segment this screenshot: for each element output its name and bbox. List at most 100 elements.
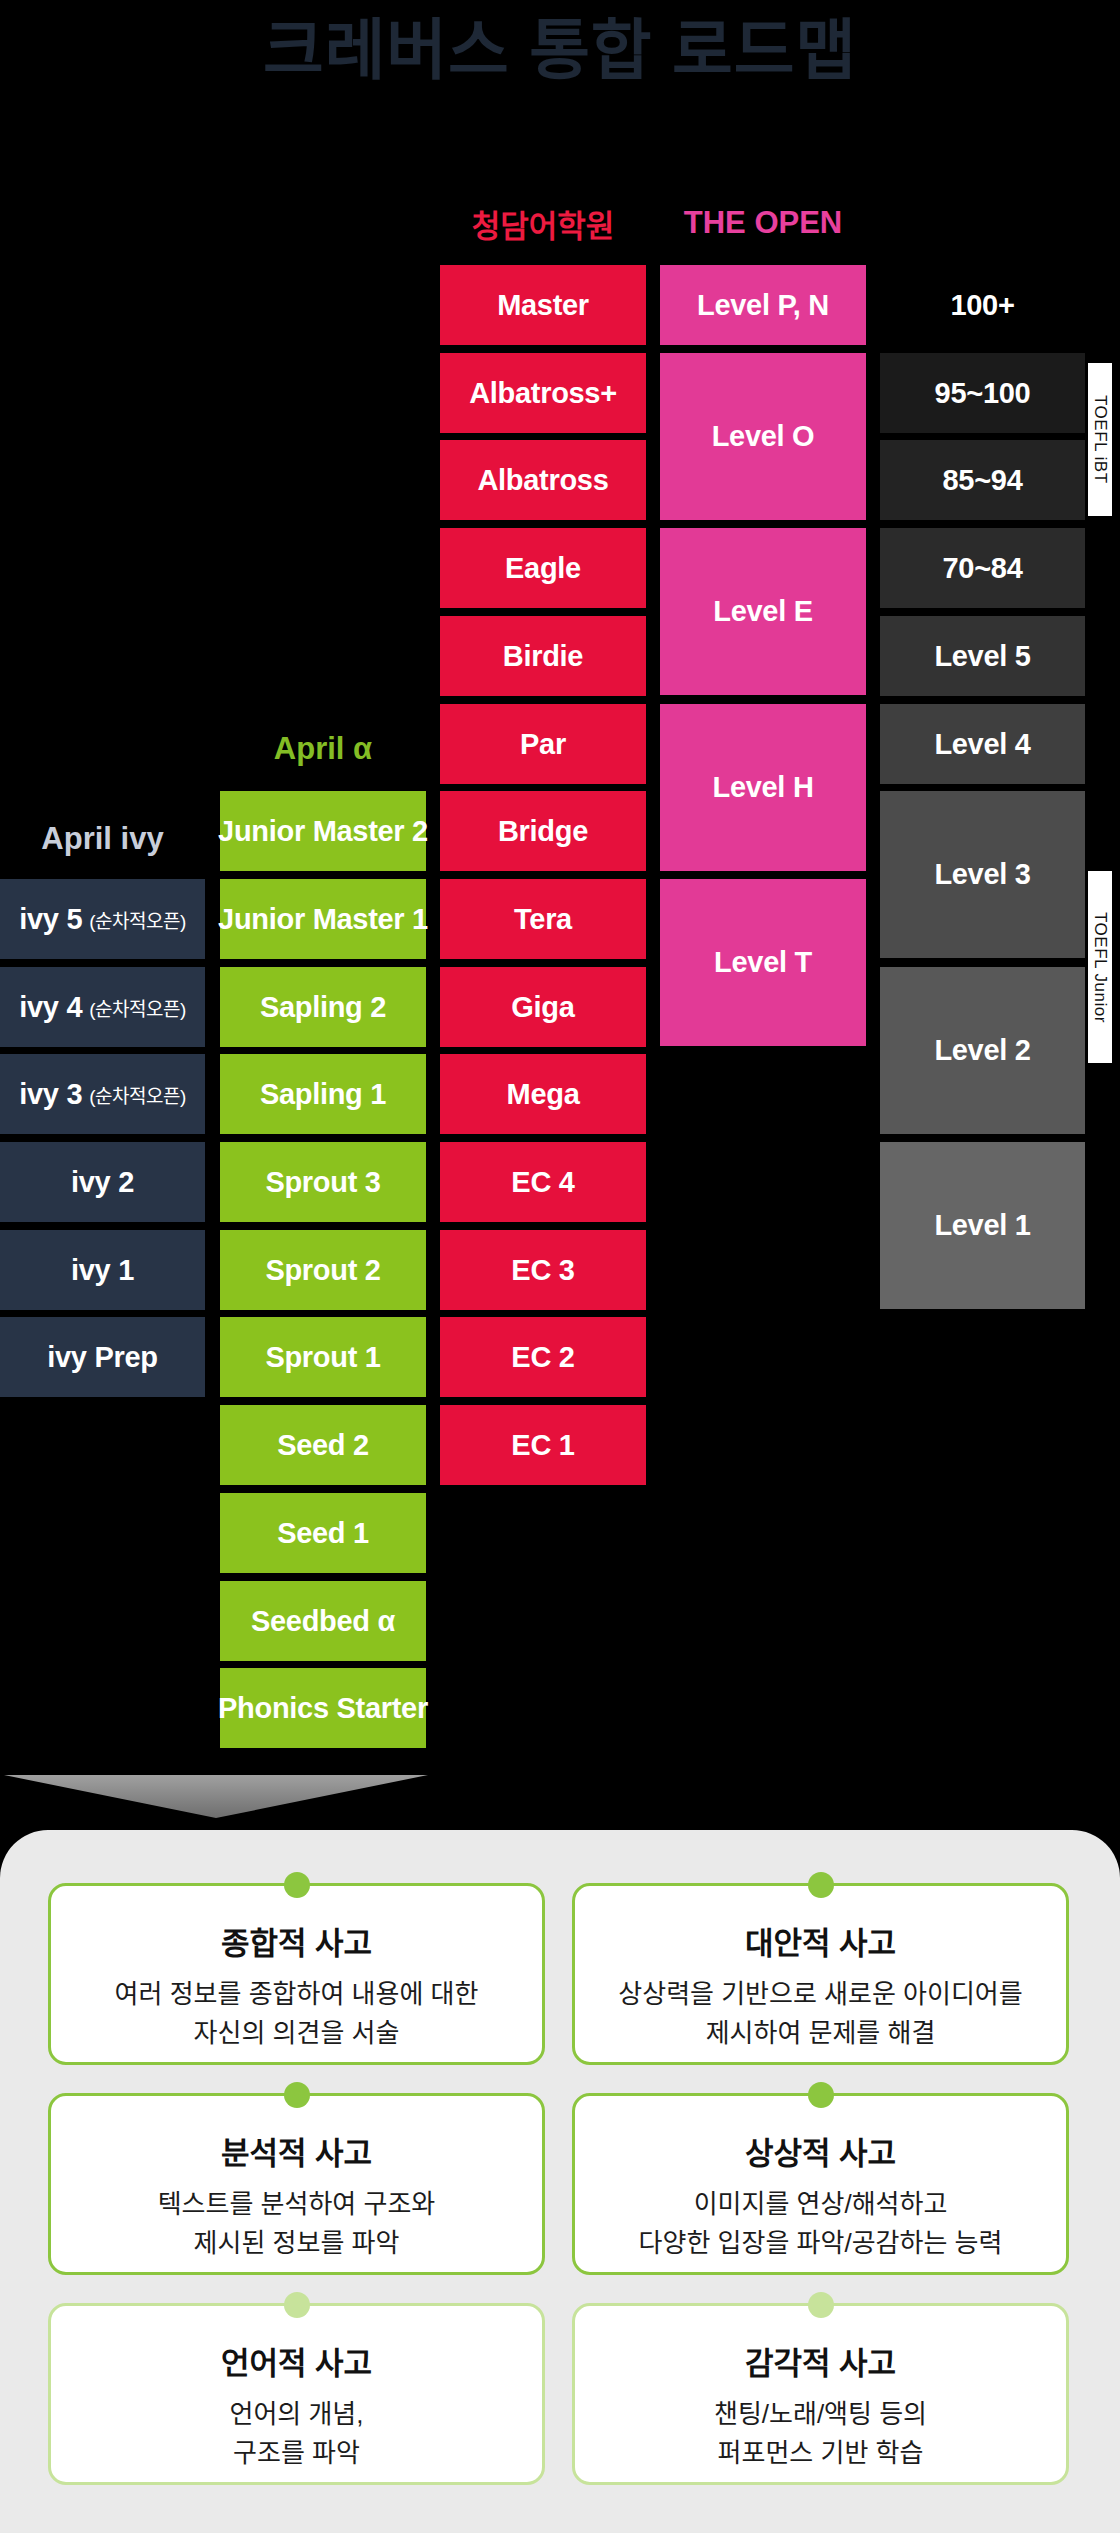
skill-card-title: 종합적 사고: [51, 1918, 542, 1963]
skill-card-description: 챈팅/노래/액팅 등의 퍼포먼스 기반 학습: [575, 2395, 1066, 2473]
alpha-level-block-label: Phonics Starter: [218, 1692, 428, 1725]
score-level-block-label: Level 1: [934, 1209, 1030, 1242]
ivy-level-block: ivy 5(순차적오픈): [0, 879, 205, 959]
chungdam-level-block-label: Tera: [514, 903, 572, 936]
open-level-block-label: Level T: [714, 946, 812, 979]
skill-card: 상상적 사고이미지를 연상/해석하고 다양한 입장을 파악/공감하는 능력: [572, 2093, 1069, 2275]
skill-card-title: 대안적 사고: [575, 1918, 1066, 1963]
alpha-level-block-label: Sprout 2: [265, 1254, 380, 1287]
alpha-level-block: Seed 2: [220, 1405, 426, 1485]
alpha-level-block: Seedbed α: [220, 1581, 426, 1661]
alpha-level-block: Phonics Starter: [220, 1668, 426, 1748]
skill-card-description: 텍스트를 분석하여 구조와 제시된 정보를 파악: [51, 2185, 542, 2263]
skill-card: 분석적 사고텍스트를 분석하여 구조와 제시된 정보를 파악: [48, 2093, 545, 2275]
alpha-level-block: Sapling 2: [220, 967, 426, 1047]
ivy-level-block-note: (순차적오픈): [89, 994, 186, 1021]
skill-card: 언어적 사고언어의 개념, 구조를 파악: [48, 2303, 545, 2485]
score-level-block: 70~84: [880, 528, 1085, 608]
score-level-block: Level 4: [880, 704, 1085, 784]
alpha-level-block: Seed 1: [220, 1493, 426, 1573]
skill-card-title: 감각적 사고: [575, 2338, 1066, 2383]
chungdam-level-block-label: Mega: [507, 1078, 580, 1111]
chungdam-level-block-label: EC 4: [511, 1166, 574, 1199]
score-level-block-label: Level 5: [934, 640, 1030, 673]
chungdam-level-block: Albatross+: [440, 353, 646, 433]
skill-card: 대안적 사고상상력을 기반으로 새로운 아이디어를 제시하여 문제를 해결: [572, 1883, 1069, 2065]
open-level-block: Level T: [660, 879, 866, 1046]
skill-card-description: 상상력을 기반으로 새로운 아이디어를 제시하여 문제를 해결: [575, 1975, 1066, 2053]
ivy-level-block: ivy 2: [0, 1142, 205, 1222]
score-level-block-label: Level 4: [934, 728, 1030, 761]
chungdam-level-block-label: Giga: [511, 991, 574, 1024]
chungdam-level-block: EC 4: [440, 1142, 646, 1222]
alpha-level-block-label: Junior Master 2: [218, 815, 428, 848]
score-level-block: 85~94: [880, 440, 1085, 520]
ivy-level-block-label: ivy 5: [19, 903, 82, 936]
ivy-level-block: ivy 3 (순차적오픈): [0, 1054, 205, 1134]
chungdam-level-block: EC 1: [440, 1405, 646, 1485]
score-level-block: 100+: [880, 265, 1085, 345]
chungdam-level-block: Bridge: [440, 791, 646, 871]
chungdam-level-block-label: EC 2: [511, 1341, 574, 1374]
score-level-block: Level 3: [880, 791, 1085, 958]
chungdam-level-block-label: EC 3: [511, 1254, 574, 1287]
alpha-level-block: Sprout 2: [220, 1230, 426, 1310]
roadmap-board: 크레버스 통합 로드맵 청담어학원 THE OPEN April α April…: [0, 0, 1120, 2533]
open-level-block-label: Level E: [713, 595, 812, 628]
chungdam-level-block: EC 2: [440, 1317, 646, 1397]
score-level-block-label: 95~100: [935, 377, 1031, 410]
open-level-block-label: Level P, N: [697, 289, 829, 322]
chungdam-level-block: Tera: [440, 879, 646, 959]
open-level-block-label: Level O: [712, 420, 815, 453]
card-dot-icon: [284, 2082, 310, 2108]
ivy-level-block-label: ivy 4: [19, 991, 82, 1024]
alpha-level-block-label: Sapling 1: [260, 1078, 386, 1111]
skill-card-title: 상상적 사고: [575, 2128, 1066, 2173]
ivy-level-block-label: ivy 3: [19, 1078, 82, 1111]
chungdam-level-block-label: Albatross: [477, 464, 608, 497]
card-dot-icon: [808, 1872, 834, 1898]
open-level-block: Level O: [660, 353, 866, 520]
open-level-block: Level H: [660, 704, 866, 871]
alpha-level-block-label: Seed 1: [277, 1517, 369, 1550]
ivy-level-block-label: ivy Prep: [47, 1341, 157, 1374]
open-level-block: Level E: [660, 528, 866, 695]
alpha-level-block-label: Sprout 3: [265, 1166, 380, 1199]
ivy-level-block-label: ivy 1: [71, 1254, 134, 1287]
skill-card-title: 분석적 사고: [51, 2128, 542, 2173]
ivy-level-block: ivy 1: [0, 1230, 205, 1310]
skill-card-description: 언어의 개념, 구조를 파악: [51, 2395, 542, 2473]
open-level-block-label: Level H: [712, 771, 813, 804]
score-level-block: 95~100: [880, 353, 1085, 433]
score-level-block: Level 1: [880, 1142, 1085, 1309]
card-dot-icon: [808, 2082, 834, 2108]
chungdam-level-block: Birdie: [440, 616, 646, 696]
alpha-level-block: Junior Master 2: [220, 791, 426, 871]
score-level-block-label: 85~94: [943, 464, 1023, 497]
chungdam-level-block-label: EC 1: [511, 1429, 574, 1462]
ivy-level-block-label: ivy 2: [71, 1166, 134, 1199]
chungdam-level-block: Par: [440, 704, 646, 784]
alpha-level-block-label: Seed 2: [277, 1429, 369, 1462]
chungdam-level-block-label: Master: [497, 289, 589, 322]
alpha-level-block-label: Junior Master 1: [218, 903, 428, 936]
score-level-block: Level 5: [880, 616, 1085, 696]
skill-card-description: 이미지를 연상/해석하고 다양한 입장을 파악/공감하는 능력: [575, 2185, 1066, 2263]
skill-card: 종합적 사고여러 정보를 종합하여 내용에 대한 자신의 의견을 서술: [48, 1883, 545, 2065]
score-level-block-label: 70~84: [943, 552, 1023, 585]
chungdam-level-block: Giga: [440, 967, 646, 1047]
chungdam-level-block-label: Eagle: [505, 552, 581, 585]
ivy-level-block: ivy Prep: [0, 1317, 205, 1397]
chungdam-level-block-label: Birdie: [503, 640, 583, 673]
ivy-level-block-note: (순차적오픈): [89, 1081, 186, 1108]
chungdam-level-block-label: Par: [520, 728, 566, 761]
score-level-block-label: 100+: [950, 289, 1014, 322]
score-level-block-label: Level 3: [934, 858, 1030, 891]
skill-card-title: 언어적 사고: [51, 2338, 542, 2383]
toefl-junior-label: TOEFL Junior: [1088, 871, 1112, 1063]
alpha-level-block: Junior Master 1: [220, 879, 426, 959]
score-level-block-label: Level 2: [934, 1034, 1030, 1067]
alpha-level-block-label: Sprout 1: [265, 1341, 380, 1374]
skill-card: 감각적 사고챈팅/노래/액팅 등의 퍼포먼스 기반 학습: [572, 2303, 1069, 2485]
alpha-level-block: Sapling 1: [220, 1054, 426, 1134]
